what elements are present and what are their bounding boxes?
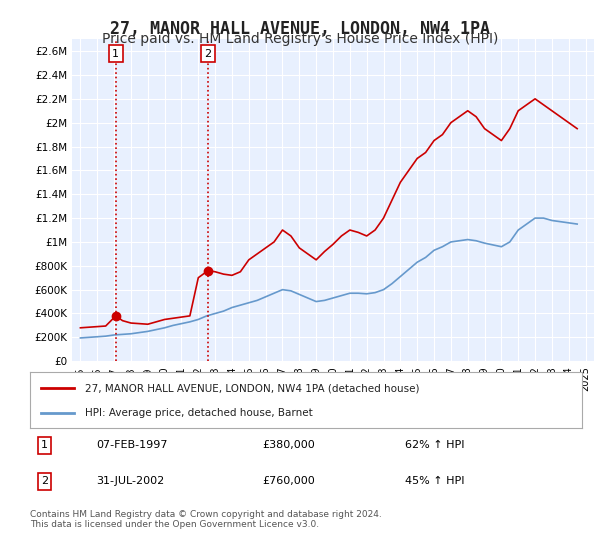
Text: 1: 1 (41, 440, 48, 450)
Text: £760,000: £760,000 (262, 477, 314, 487)
Text: £380,000: £380,000 (262, 440, 314, 450)
Text: 27, MANOR HALL AVENUE, LONDON, NW4 1PA: 27, MANOR HALL AVENUE, LONDON, NW4 1PA (110, 20, 490, 38)
Text: 62% ↑ HPI: 62% ↑ HPI (406, 440, 465, 450)
Text: 45% ↑ HPI: 45% ↑ HPI (406, 477, 465, 487)
Text: Contains HM Land Registry data © Crown copyright and database right 2024.
This d: Contains HM Land Registry data © Crown c… (30, 510, 382, 529)
Text: 2: 2 (205, 49, 212, 58)
Text: 31-JUL-2002: 31-JUL-2002 (96, 477, 164, 487)
Text: 1: 1 (112, 49, 119, 58)
Text: Price paid vs. HM Land Registry's House Price Index (HPI): Price paid vs. HM Land Registry's House … (102, 32, 498, 46)
Text: HPI: Average price, detached house, Barnet: HPI: Average price, detached house, Barn… (85, 408, 313, 418)
Text: 2: 2 (41, 477, 48, 487)
Text: 07-FEB-1997: 07-FEB-1997 (96, 440, 168, 450)
Text: 27, MANOR HALL AVENUE, LONDON, NW4 1PA (detached house): 27, MANOR HALL AVENUE, LONDON, NW4 1PA (… (85, 383, 420, 393)
